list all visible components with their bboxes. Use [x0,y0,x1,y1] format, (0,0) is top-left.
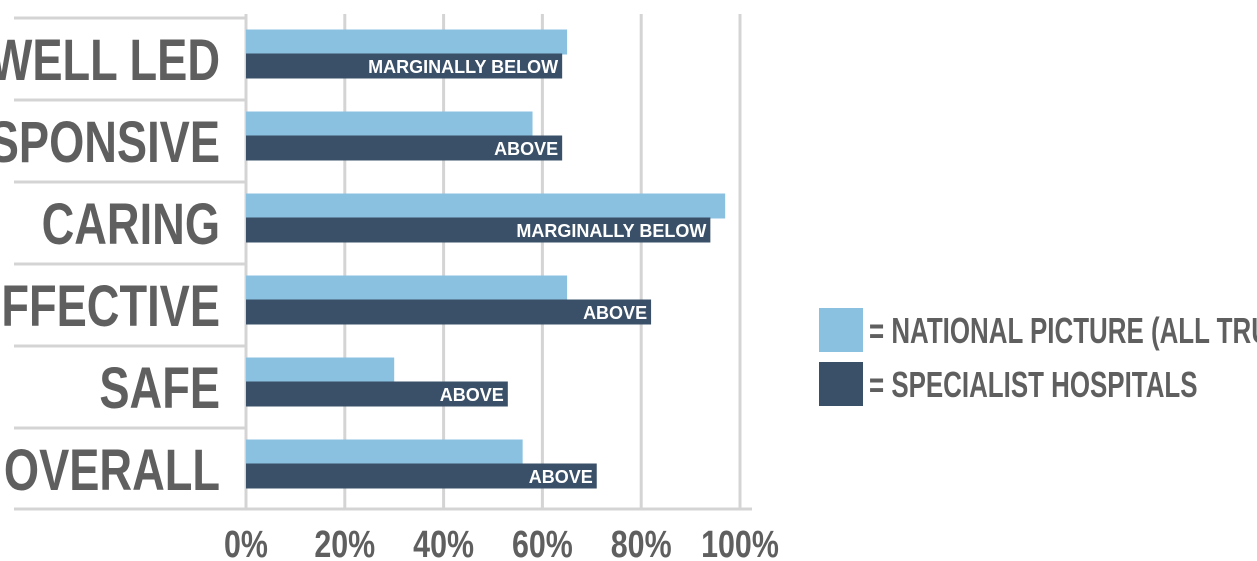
x-tick-label: 100% [701,524,779,561]
legend-swatch-specialist [819,362,863,406]
national-bar [246,111,533,137]
gridlines [244,14,742,509]
category-label: WELL LED [0,29,220,94]
bar-data-label: ABOVE [529,467,593,487]
national-bar [246,357,395,383]
national-bar [246,439,523,465]
bar-data-label: ABOVE [583,303,647,323]
x-tick-label: 80% [611,524,672,561]
specialist-bar [246,217,711,243]
bar-data-label: MARGINALLY BELOW [368,57,558,77]
national-bar [246,29,568,55]
x-tick-label: 20% [314,524,375,561]
category-label: SAFE [99,357,220,422]
legend-label: = NATIONAL PICTURE (ALL TRUSTS) [869,311,1257,351]
x-tick-label: 0% [224,524,268,561]
legend-swatch-national [819,308,863,352]
specialist-bar [246,135,563,161]
category-labels: WELL LED RESPONSIVE CARING EFFECTIVE SAFE OVE… [0,29,220,504]
category-label: CARING [42,193,220,258]
x-tick-label: 40% [413,524,474,561]
specialist-bar [246,299,652,325]
legend: = NATIONAL PICTURE (ALL TRUSTS) = SPECIAL… [819,308,1257,406]
category-label: RESPONSIVE [0,111,220,176]
legend-label: = SPECIALIST HOSPITALS [869,365,1198,405]
row-separators [14,14,752,511]
bar-data-label: ABOVE [440,385,504,405]
specialist-bar [246,381,508,407]
bar-data-label: MARGINALLY BELOW [516,221,706,241]
category-label: EFFECTIVE [0,275,220,340]
category-label: OVERALL [4,439,220,504]
national-bar [246,275,568,301]
x-tick-labels: 0% 20% 40% 60% 80% 100% [224,524,779,561]
bar-data-label: ABOVE [494,139,558,159]
specialist-bar [246,53,563,79]
x-tick-label: 60% [512,524,573,561]
national-bar [246,193,726,219]
specialist-bar [246,463,597,489]
bars: MARGINALLY BELOW ABOVE MARGINALLY BELOW ABO… [246,29,726,489]
